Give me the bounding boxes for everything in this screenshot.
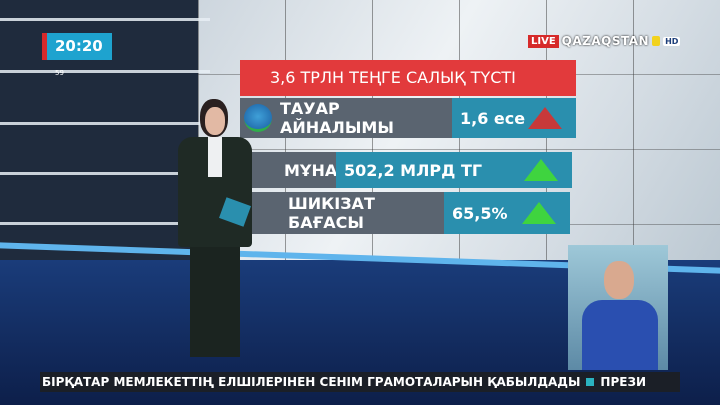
graphic-title: 3,6 ТРЛН ТЕҢГЕ САЛЫҚ ТҮСТІ (240, 60, 576, 96)
stat-label: ШИКІЗАТ БАҒАСЫ (248, 192, 444, 234)
channel-logo: LIVE QAZAQSTAN HD (528, 34, 681, 48)
stat-label: ТАУАР АЙНАЛЫМЫ (240, 98, 452, 138)
stat-row: МҰНАЙ 502,2 МЛРД ТГ (244, 152, 572, 188)
stat-value: 65,5% (444, 192, 570, 234)
stat-value: 502,2 МЛРД ТГ (336, 152, 572, 188)
studio-light-stripe (0, 122, 210, 125)
studio-light-stripe (0, 222, 210, 225)
stat-label: МҰНАЙ (244, 152, 351, 188)
stat-value-text: 65,5% (452, 203, 508, 223)
stat-value-text: 502,2 МЛРД ТГ (344, 160, 483, 180)
ticker-next-text: ПРЕЗИ (600, 375, 647, 389)
studio-light-stripe (0, 18, 210, 21)
channel-emblem-icon (586, 378, 595, 386)
channel-emblem-icon (652, 36, 661, 46)
hd-badge: HD (663, 36, 681, 46)
clock-seconds: 59 (55, 69, 64, 77)
stat-value: 1,6 есе (452, 98, 576, 138)
news-presenter (170, 97, 260, 367)
live-badge: LIVE (528, 34, 559, 48)
clock-time: 20:20 (55, 37, 103, 55)
channel-name: QAZAQSTAN (561, 34, 650, 48)
news-ticker: БІРҚАТАР МЕМЛЕКЕТТІҢ ЕЛШІЛЕРІНЕН СЕНІМ Г… (40, 372, 680, 392)
globe-icon (244, 104, 272, 132)
sign-language-interpreter (568, 245, 668, 370)
studio-light-stripe (0, 172, 210, 175)
clock: 20:20 59 (42, 33, 112, 77)
trend-up-icon (522, 202, 556, 224)
ticker-text: БІРҚАТАР МЕМЛЕКЕТТІҢ ЕЛШІЛЕРІНЕН СЕНІМ Г… (42, 375, 581, 389)
stat-value-text: 1,6 есе (460, 108, 526, 128)
studio-light-stripe (0, 70, 210, 73)
trend-up-icon (528, 107, 562, 129)
trend-up-icon (524, 159, 558, 181)
stat-row: ТАУАР АЙНАЛЫМЫ 1,6 есе (240, 98, 576, 138)
stat-row: ШИКІЗАТ БАҒАСЫ 65,5% (248, 192, 570, 234)
